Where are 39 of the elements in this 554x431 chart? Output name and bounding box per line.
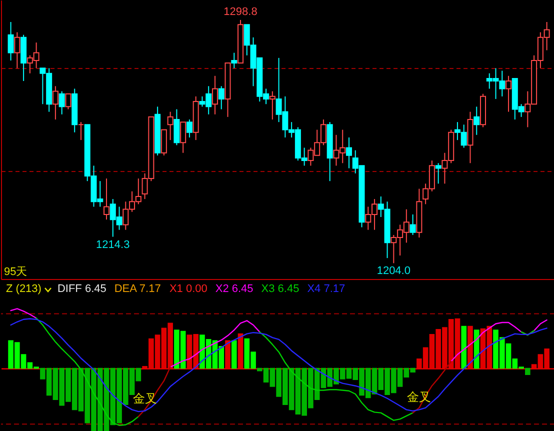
bar (474, 330, 480, 369)
candlestick (174, 108, 180, 146)
annotation: 1298.8 (224, 6, 258, 18)
candlestick (14, 32, 20, 69)
candlestick (410, 214, 416, 236)
candlestick (346, 136, 352, 169)
text: X2 6.45 (215, 283, 254, 295)
candlestick (218, 86, 224, 110)
bar (225, 340, 230, 369)
candlestick (231, 52, 238, 69)
chart-title: Z (213) (6, 283, 42, 295)
candlestick (435, 162, 442, 184)
candlestick (212, 75, 218, 115)
candlestick (506, 75, 512, 112)
text: X1 0.00 (169, 283, 208, 295)
candlestick (186, 119, 192, 138)
text: 95天 (4, 266, 28, 278)
bar (231, 340, 237, 369)
candlestick (58, 90, 65, 115)
bar (525, 368, 530, 375)
text: X4 7.17 (307, 283, 346, 295)
candlestick (474, 106, 480, 136)
annotation: 1214.3 (96, 238, 130, 251)
candlestick (65, 93, 72, 110)
candlestick (167, 111, 174, 141)
candlestick (78, 122, 84, 141)
bar (461, 326, 467, 369)
annotation: 1204.0 (376, 265, 410, 278)
bar (468, 326, 473, 369)
candlestick (8, 22, 14, 61)
candlestick (160, 129, 167, 156)
text: X3 6.45 (261, 283, 300, 295)
candlestick (180, 122, 186, 154)
candlestick (104, 178, 110, 220)
candlestick (269, 90, 276, 120)
bar (238, 333, 244, 369)
text: DIFF 6.45 (57, 283, 106, 295)
candlestick (52, 86, 58, 120)
text: DEA 7.17 (114, 283, 161, 295)
